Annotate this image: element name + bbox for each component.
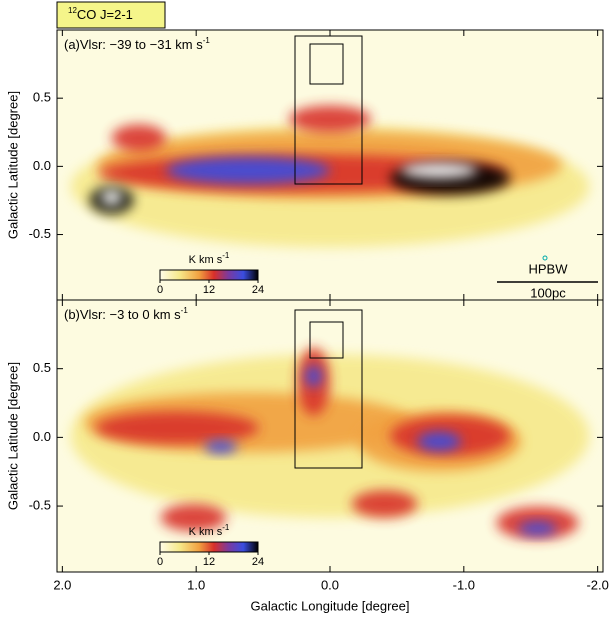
x-tick-label: -2.0 xyxy=(586,577,608,592)
emission xyxy=(518,521,557,536)
colorbar-tick-label: 24 xyxy=(252,284,264,296)
y-tick-label: 0.0 xyxy=(33,429,51,444)
colorbar-superscript: -1 xyxy=(222,523,230,532)
colorbar-superscript: -1 xyxy=(222,251,230,260)
region-box xyxy=(309,321,344,359)
title-superscript: -1 xyxy=(181,306,189,315)
colorbar xyxy=(159,269,259,281)
figure-label-box xyxy=(56,1,166,29)
colorbar-unit: K km s xyxy=(189,254,223,266)
emission xyxy=(166,156,330,184)
colorbar-unit: K km s xyxy=(189,526,223,538)
y-tick-label: 0.0 xyxy=(33,158,51,173)
beam xyxy=(542,255,548,261)
map-image xyxy=(57,30,603,300)
x-axis-label: Galactic Longitude [degree] xyxy=(251,598,410,613)
colorbar-label: K km s-1 xyxy=(189,523,230,538)
colorbar-tick-label: 12 xyxy=(203,556,215,568)
y-tick-label: 0.5 xyxy=(33,90,51,105)
panel-title: (b)Vlsr: −3 to 0 km s-1 xyxy=(64,306,188,322)
colorbar xyxy=(159,541,259,553)
x-tick-label: 0.0 xyxy=(321,577,339,592)
emission xyxy=(111,124,167,152)
emission xyxy=(160,503,227,532)
colorbar-tick-label: 0 xyxy=(157,284,163,296)
figure-label: 12CO J=2-1 xyxy=(68,6,133,22)
y-tick-label: 0.5 xyxy=(33,360,51,375)
y-axis-label: Galactic Latitude [degree] xyxy=(5,91,20,239)
y-tick-label: -0.5 xyxy=(29,226,51,241)
region-box xyxy=(309,43,344,85)
y-tick-label: -0.5 xyxy=(29,497,51,512)
emission xyxy=(417,431,462,451)
x-tick-label: -1.0 xyxy=(453,577,475,592)
y-axis-label: Galactic Latitude [degree] xyxy=(5,362,20,510)
title-text: (b)Vlsr: −3 to 0 km s xyxy=(64,307,181,322)
scale-bar-label: 100pc xyxy=(530,285,566,300)
map-image xyxy=(57,300,603,572)
title-superscript: -1 xyxy=(203,36,211,45)
x-tick-label: 1.0 xyxy=(187,577,205,592)
region-box xyxy=(294,309,363,469)
region-box xyxy=(294,35,363,185)
emission xyxy=(351,490,418,518)
emission xyxy=(95,411,260,445)
emission xyxy=(204,440,238,454)
emission xyxy=(289,105,371,133)
colorbar-tick-label: 12 xyxy=(203,284,215,296)
panel-title: (a)Vlsr: −39 to −31 km s-1 xyxy=(64,36,210,52)
emission xyxy=(100,189,123,206)
x-tick-label: 2.0 xyxy=(53,577,71,592)
title-text: (a)Vlsr: −39 to −31 km s xyxy=(64,37,203,52)
colorbar-label: K km s-1 xyxy=(189,251,230,266)
colorbar-tick-label: 24 xyxy=(252,556,264,568)
emission xyxy=(400,162,478,179)
beam-label: HPBW xyxy=(529,261,569,276)
emission xyxy=(305,365,322,388)
colorbar-tick-label: 0 xyxy=(157,556,163,568)
